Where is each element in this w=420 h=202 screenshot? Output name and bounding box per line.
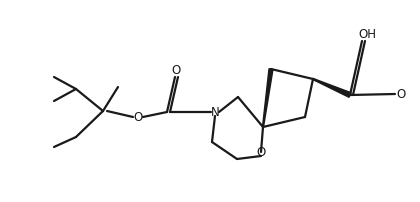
- Text: OH: OH: [358, 28, 376, 41]
- Polygon shape: [313, 79, 351, 98]
- Text: O: O: [134, 111, 143, 124]
- Text: O: O: [396, 88, 406, 101]
- Polygon shape: [262, 69, 273, 127]
- Text: N: N: [210, 106, 219, 119]
- Text: O: O: [256, 146, 265, 159]
- Text: O: O: [171, 63, 181, 76]
